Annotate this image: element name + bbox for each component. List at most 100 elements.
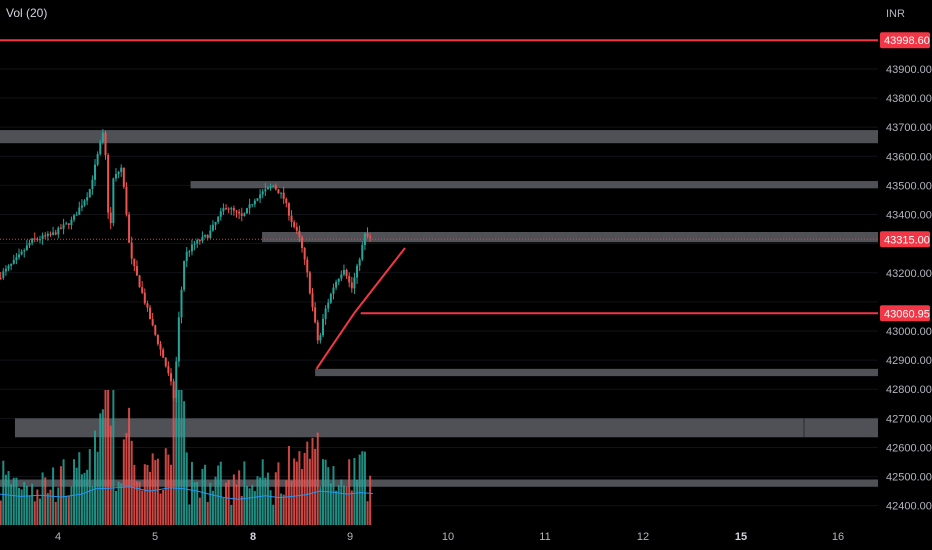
price-tick-3: 42700.00 [886, 413, 932, 425]
candle-body-131 [342, 269, 345, 275]
time-tick-0: 4 [55, 531, 61, 543]
volume-bar-18 [46, 493, 49, 525]
volume-bar-55 [143, 464, 146, 525]
price-tick-10: 43400.00 [886, 210, 932, 222]
candle-body-26 [67, 223, 70, 226]
candle-body-13 [33, 238, 36, 240]
candle-body-67 [175, 361, 178, 399]
candle-body-125 [327, 302, 330, 309]
volume-bar-93 [243, 461, 246, 525]
candle-body-120 [314, 307, 317, 323]
candle-body-105 [274, 185, 277, 190]
volume-bar-14 [36, 489, 39, 525]
candle-body-132 [345, 269, 348, 277]
price-tick-13: 43700.00 [886, 122, 932, 134]
candle-body-130 [340, 274, 343, 279]
volume-bar-88 [230, 504, 233, 525]
candle-body-100 [261, 191, 264, 195]
zones-layer [0, 130, 879, 487]
candle-body-19 [49, 233, 52, 235]
candle-body-68 [177, 317, 180, 362]
volume-bar-127 [332, 466, 335, 525]
candle-body-74 [193, 243, 196, 245]
volume-bar-58 [151, 453, 154, 525]
volume-bar-112 [293, 458, 296, 525]
trendline-1 [353, 247, 406, 315]
candle-body-14 [36, 238, 39, 240]
volume-bar-94 [245, 485, 248, 525]
candle-body-140 [366, 233, 369, 237]
volume-bar-46 [120, 483, 123, 525]
volume-bar-119 [311, 437, 314, 525]
volume-bar-141 [369, 475, 372, 525]
candle-body-85 [222, 208, 225, 212]
trendline-0 [315, 312, 355, 370]
volume-bar-33 [86, 469, 89, 525]
candle-body-36 [94, 164, 97, 180]
volume-bar-51 [133, 464, 136, 525]
volume-bar-28 [73, 459, 76, 525]
price-badge-label-0: 43998.60 [884, 35, 930, 47]
volume-bar-111 [290, 480, 293, 525]
time-axis[interactable]: 4 5 8 9 10 11 12 15 16 [55, 531, 844, 543]
volume-bar-27 [70, 486, 73, 525]
candle-body-93 [243, 213, 246, 216]
zone-4 [14, 418, 879, 438]
volume-bar-36 [94, 430, 97, 525]
candle-body-135 [353, 277, 356, 289]
time-tick-4: 10 [442, 531, 454, 543]
volume-bar-48 [125, 432, 128, 525]
zone-3 [315, 368, 878, 377]
candle-body-102 [266, 187, 269, 190]
candle-body-90 [235, 210, 238, 212]
volume-bar-34 [88, 449, 91, 525]
volume-bar-71 [185, 452, 188, 525]
volume-bar-50 [130, 440, 133, 525]
candle-body-31 [80, 205, 83, 208]
volume-bar-56 [146, 464, 149, 525]
candle-body-11 [28, 242, 31, 246]
volume-bar-42 [109, 425, 112, 525]
volume-bar-29 [75, 467, 78, 525]
volume-bar-4 [10, 484, 13, 525]
volume-bar-30 [78, 452, 81, 525]
volume-bar-22 [57, 487, 60, 525]
candle-body-92 [240, 213, 243, 216]
volume-bar-87 [227, 479, 230, 525]
volume-bar-95 [248, 488, 251, 525]
volume-bar-15 [38, 498, 41, 525]
time-tick-7: 15 [735, 531, 747, 543]
candle-body-58 [151, 319, 154, 326]
candle-body-3 [7, 265, 10, 269]
volume-bar-102 [266, 472, 269, 525]
candle-body-64 [167, 366, 170, 374]
volume-bar-25 [65, 495, 68, 525]
volume-layer [0, 390, 374, 525]
volume-bar-97 [253, 491, 256, 525]
volume-bar-135 [353, 457, 356, 525]
candle-body-29 [75, 214, 78, 216]
volume-bar-74 [193, 482, 196, 525]
candle-body-81 [211, 224, 214, 231]
price-axis[interactable]: 43998.60 43060.95 43315.00 INR 42400.00 42500… [880, 8, 932, 513]
candle-body-1 [2, 271, 5, 278]
volume-bar-123 [321, 459, 324, 525]
candle-body-22 [57, 227, 60, 235]
volume-bar-44 [114, 491, 117, 525]
candle-body-137 [358, 259, 361, 266]
volume-bar-76 [198, 497, 201, 525]
candle-body-73 [190, 244, 193, 252]
volume-legend[interactable]: Vol (20) [6, 6, 48, 20]
volume-bar-96 [251, 484, 254, 525]
time-tick-8: 16 [832, 531, 844, 543]
volume-bar-136 [356, 479, 359, 525]
candle-body-141 [369, 236, 372, 238]
candle-body-10 [25, 245, 28, 251]
volume-bar-17 [44, 477, 47, 525]
price-badge-label-1: 43060.95 [884, 308, 930, 320]
volume-bar-120 [314, 448, 317, 525]
candle-body-0 [0, 277, 2, 279]
volume-bar-108 [282, 494, 285, 525]
time-tick-3: 9 [347, 531, 353, 543]
